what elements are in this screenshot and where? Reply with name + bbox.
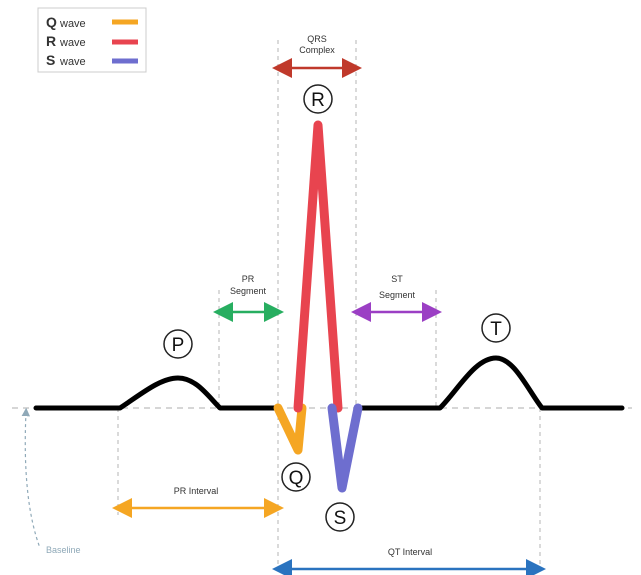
t-wave-circle bbox=[481, 313, 511, 343]
legend-q-letter: Q bbox=[46, 14, 57, 30]
wave-label-p: P bbox=[163, 329, 193, 359]
r-wave-label: R bbox=[311, 90, 325, 111]
baseline-pointer bbox=[21, 407, 41, 549]
legend-s-letter: S bbox=[46, 52, 55, 68]
p-wave-circle bbox=[163, 329, 193, 359]
legend-q-text: wave bbox=[59, 18, 86, 30]
legend-r-text: wave bbox=[59, 37, 86, 49]
q-wave-label: Q bbox=[289, 468, 304, 489]
trace-st-segment-and-t-wave bbox=[355, 355, 625, 411]
st-segment-label-line1: ST bbox=[391, 274, 403, 284]
qrs-label-line2: Complex bbox=[299, 45, 335, 55]
baseline-label: Baseline bbox=[46, 545, 81, 555]
p-wave-label: P bbox=[172, 335, 185, 356]
legend: Q wave R wave S wave bbox=[37, 7, 147, 73]
wave-label-s: S bbox=[325, 502, 355, 532]
t-wave-label: T bbox=[490, 319, 502, 340]
qrs-label-line1: QRS bbox=[307, 34, 327, 44]
s-wave-label: S bbox=[334, 508, 347, 529]
legend-s-text: wave bbox=[59, 56, 86, 68]
st-segment-label-line2: Segment bbox=[379, 290, 416, 300]
legend-r-letter: R bbox=[46, 33, 56, 49]
wave-label-r: R bbox=[303, 84, 333, 114]
q-wave-circle bbox=[281, 462, 311, 492]
wave-label-t: T bbox=[481, 313, 511, 343]
pr-segment-label-line1: PR bbox=[242, 274, 255, 284]
r-wave bbox=[293, 120, 343, 413]
wave-label-q: Q bbox=[281, 462, 311, 492]
pr-segment-label-line2: Segment bbox=[230, 286, 267, 296]
s-wave bbox=[327, 403, 363, 493]
r-wave-circle bbox=[303, 84, 333, 114]
s-wave-circle bbox=[325, 502, 355, 532]
trace-p-wave-and-pr-segment bbox=[33, 375, 281, 411]
q-wave bbox=[273, 403, 307, 455]
qt-interval-label: QT Interval bbox=[388, 547, 432, 557]
pr-interval-label: PR Interval bbox=[174, 486, 219, 496]
